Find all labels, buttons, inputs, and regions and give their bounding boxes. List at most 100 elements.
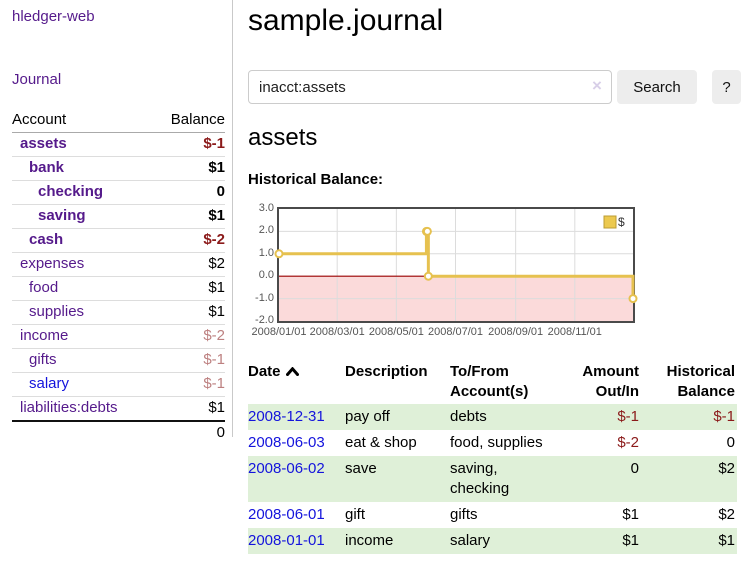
register-row: 2008-06-03 eat & shop food, supplies $-2 0: [248, 430, 737, 456]
register-accounts: debts: [450, 408, 487, 425]
register-amount: $1: [622, 506, 639, 523]
y-axis-tick-label: 1.0: [258, 246, 274, 259]
register-accounts: salary: [450, 532, 491, 549]
register-header-date[interactable]: Date: [248, 360, 345, 404]
accounts-header-account: Account: [12, 108, 153, 133]
svg-text:$: $: [618, 215, 625, 229]
sidebar-account-assets[interactable]: assets: [20, 135, 67, 152]
account-balance: $1: [152, 204, 225, 229]
account-balance: $-1: [152, 348, 225, 373]
main-content: sample.journal × Search ? assets Histori…: [248, 0, 742, 582]
search-button[interactable]: Search: [617, 70, 697, 104]
sort-ascending-icon: [285, 362, 299, 382]
register-header-description: Description: [345, 363, 428, 380]
balance-chart-svg: $: [274, 209, 638, 321]
register-table-body: 2008-12-31 pay off debts $-1 $-1 2008-06-03 ea…: [248, 404, 737, 554]
sidebar-account-gifts[interactable]: gifts: [29, 351, 57, 368]
y-axis-tick-label: 2.0: [258, 224, 274, 237]
page-title: sample.journal: [248, 4, 444, 37]
account-balance: $-2: [152, 228, 225, 253]
app-title-link[interactable]: hledger-web: [12, 8, 95, 25]
search-form: × Search ?: [248, 70, 742, 104]
register-accounts: food, supplies: [450, 434, 543, 451]
chart-title: Historical Balance:: [248, 171, 384, 188]
sidebar-account-salary[interactable]: salary: [29, 375, 70, 392]
account-row: gifts $-1: [12, 348, 225, 373]
y-axis-tick-label: 3.0: [258, 202, 274, 214]
x-axis-tick-label: 2008/09/01: [488, 326, 544, 338]
sidebar-account-checking[interactable]: checking: [38, 183, 104, 200]
account-row: bank $1: [12, 156, 225, 181]
account-row: food $1: [12, 276, 225, 301]
accounts-table-body: assets $-1 bank $1 checking 0 saving $1 cash $-2 e…: [12, 133, 225, 421]
x-axis-tick-label: 2008/03/01: [309, 326, 365, 338]
account-row: assets $-1: [12, 133, 225, 157]
sidebar-account-supplies[interactable]: supplies: [29, 303, 85, 320]
register-description: save: [345, 460, 377, 477]
register-row: 2008-06-01 gift gifts $1 $2: [248, 502, 737, 528]
sidebar: hledger-web Journal Account Balance asse…: [0, 0, 233, 445]
x-axis-tick-label: 2008/07/01: [427, 326, 484, 338]
register-row: 2008-12-31 pay off debts $-1 $-1: [248, 404, 737, 430]
sidebar-account-expenses[interactable]: expenses: [20, 255, 85, 272]
x-axis-tick-label: 2008/05/01: [368, 326, 424, 338]
account-row: liabilities:debts $1: [12, 396, 225, 421]
transaction-date-link[interactable]: 2008-06-02: [248, 460, 325, 477]
account-balance: $-2: [152, 324, 225, 349]
account-row: supplies $1: [12, 300, 225, 325]
register-accounts: gifts: [450, 506, 478, 523]
account-row: salary $-1: [12, 372, 225, 397]
account-row: saving $1: [12, 204, 225, 229]
register-accounts: saving, checking: [450, 460, 510, 497]
register-amount: $-1: [617, 408, 639, 425]
account-balance: $-1: [152, 372, 225, 397]
sidebar-account-bank[interactable]: bank: [29, 159, 65, 176]
chart-plot-area: $: [274, 207, 638, 323]
transaction-date-link[interactable]: 2008-12-31: [248, 408, 325, 425]
sidebar-account-saving[interactable]: saving: [38, 207, 86, 224]
account-balance: $1: [152, 300, 225, 325]
register-table: Date Description To/From Account(s) Amou…: [248, 360, 737, 554]
account-balance: 0: [152, 180, 225, 205]
search-input[interactable]: [248, 70, 612, 104]
register-balance: $2: [718, 460, 735, 477]
clear-search-icon[interactable]: ×: [592, 76, 602, 95]
account-balance: $1: [152, 156, 225, 181]
x-axis-tick-label: 2008/01/01: [251, 326, 307, 338]
sidebar-account-income[interactable]: income: [20, 327, 69, 344]
register-header-date-label: Date: [248, 363, 281, 380]
register-row: 2008-01-01 income salary $1 $1: [248, 528, 737, 554]
transaction-date-link[interactable]: 2008-06-01: [248, 506, 325, 523]
accounts-total-value: 0: [152, 420, 225, 445]
account-balance: $2: [152, 252, 225, 277]
accounts-header-balance: Balance: [152, 108, 225, 133]
y-axis-tick-label: 0.0: [258, 269, 274, 282]
sidebar-account-liabilities-debts[interactable]: liabilities:debts: [20, 399, 118, 416]
register-balance: $-1: [713, 408, 735, 425]
account-balance: $1: [152, 396, 225, 421]
transaction-date-link[interactable]: 2008-01-01: [248, 532, 325, 549]
register-amount: $-2: [617, 434, 639, 451]
sidebar-account-food[interactable]: food: [29, 279, 59, 296]
register-header-balance: Historical Balance: [666, 363, 735, 400]
register-row: 2008-06-02 save saving, checking 0 $2: [248, 456, 737, 502]
register-header-amount: Amount Out/In: [582, 363, 639, 400]
register-amount: $1: [622, 532, 639, 549]
account-row: expenses $2: [12, 252, 225, 277]
transaction-date-link[interactable]: 2008-06-03: [248, 434, 325, 451]
account-row: checking 0: [12, 180, 225, 205]
nav-journal-link[interactable]: Journal: [12, 71, 62, 88]
register-balance: 0: [726, 434, 735, 451]
register-description: pay off: [345, 408, 390, 425]
account-row: income $-2: [12, 324, 225, 349]
sidebar-account-cash[interactable]: cash: [29, 231, 64, 248]
register-amount: 0: [630, 460, 639, 477]
accounts-total-row: 0: [12, 420, 225, 445]
total-spacer: [12, 420, 153, 445]
register-header-accounts: To/From Account(s): [450, 363, 529, 400]
balance-chart: 3.0 2.0 1.0 0.0 -1.0 -2.0 $ 2008/01/01 2008/03…: [248, 201, 742, 346]
register-description: eat & shop: [345, 434, 417, 451]
account-row: cash $-2: [12, 228, 225, 253]
help-button[interactable]: ?: [712, 70, 741, 104]
x-axis-tick-label: 2008/11/01: [547, 326, 602, 338]
